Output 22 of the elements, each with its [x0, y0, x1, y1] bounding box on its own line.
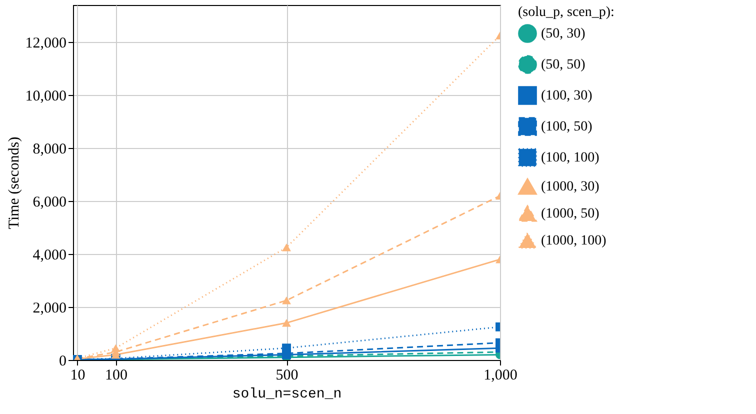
x-tick-label: 500: [276, 368, 298, 384]
legend-label: (100, 50): [541, 120, 593, 134]
y-tick-label: 0: [59, 354, 66, 370]
legend-label: (50, 50): [541, 58, 586, 72]
x-tick-label: 1,000: [484, 368, 518, 384]
y-tick-label: 10,000: [25, 88, 66, 105]
legend-label: (1000, 100): [541, 234, 607, 248]
y-axis-title: Time (seconds): [6, 136, 22, 230]
y-tick-label: 8,000: [32, 142, 66, 158]
y-tick-label: 6,000: [32, 194, 66, 211]
legend-label: (100, 100): [541, 150, 600, 166]
y-tick-label: 4,000: [32, 248, 66, 264]
y-tick-label: 12,000: [25, 36, 66, 52]
legend-label: (1000, 50): [541, 206, 600, 222]
y-tick-label: 2,000: [32, 300, 66, 317]
x-tick-label: 100: [104, 368, 128, 384]
legend-label: (50, 30): [541, 26, 586, 42]
legend-label: (100, 30): [541, 88, 593, 104]
legend-title: (solu_p, scen_p):: [518, 5, 614, 20]
x-tick-label: 10: [70, 368, 86, 384]
x-axis-title: solu_n=scen_n: [232, 386, 342, 402]
legend-label: (1000, 30): [541, 180, 600, 194]
